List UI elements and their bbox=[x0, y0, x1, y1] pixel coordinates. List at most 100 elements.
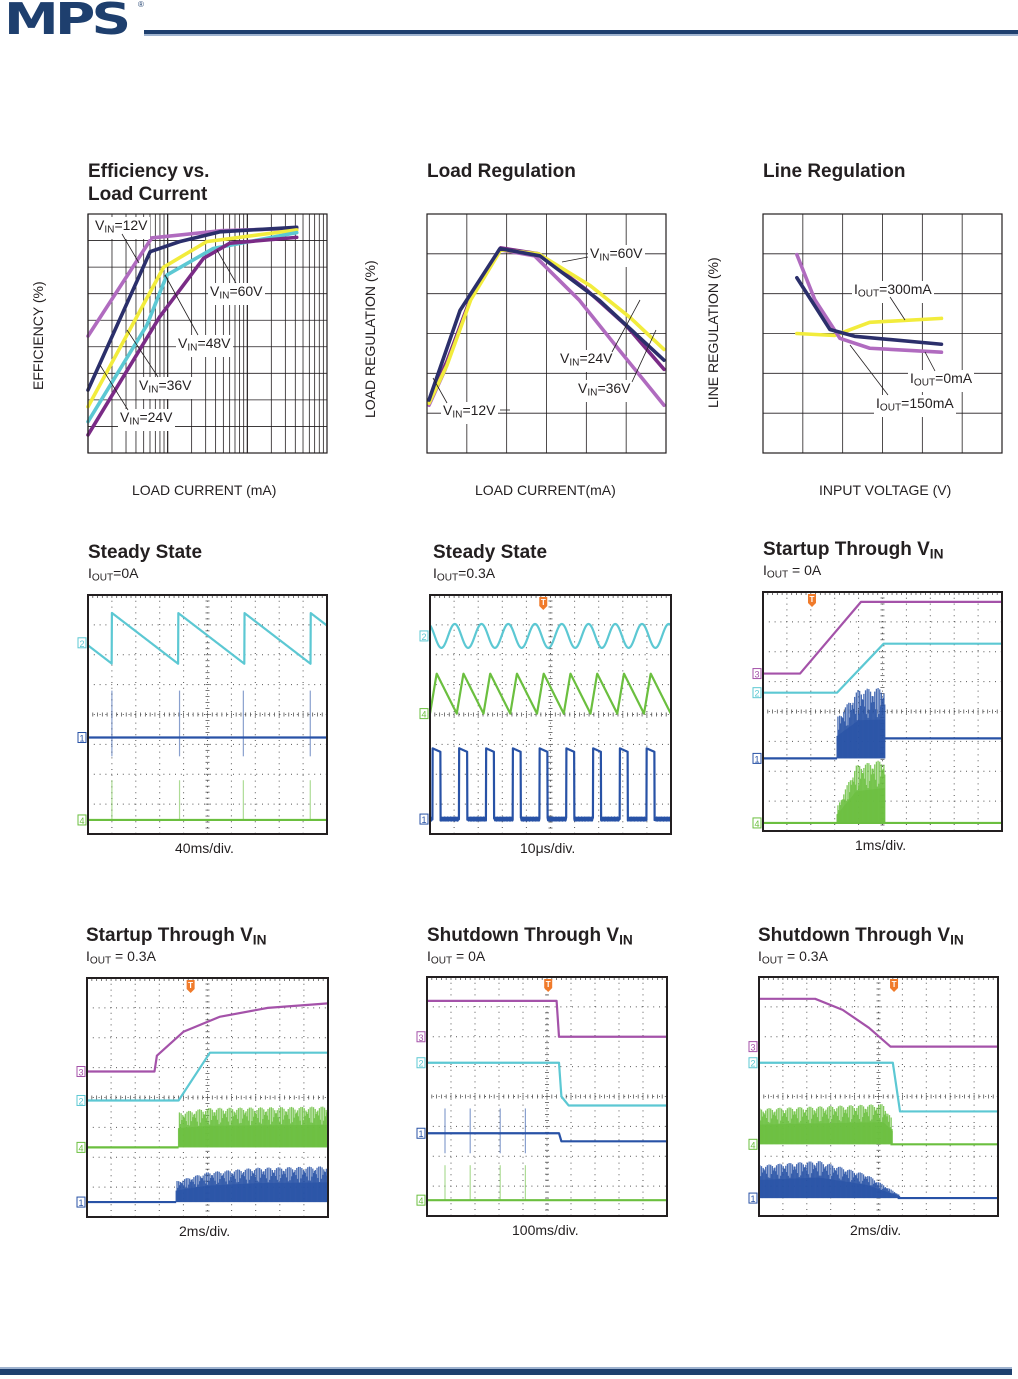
series-line-vin-48v bbox=[86, 228, 299, 409]
burst-fill bbox=[176, 1182, 328, 1203]
curve-label-main: V bbox=[210, 283, 220, 299]
channel-number: 1 bbox=[79, 734, 84, 744]
scope-frame bbox=[426, 976, 668, 1217]
scope-subtitle-rest: =0.3A bbox=[458, 565, 496, 581]
channel-marker-box bbox=[419, 708, 429, 720]
scope-frame bbox=[429, 594, 672, 835]
curve-label-main: I bbox=[876, 395, 880, 411]
channel-number: 2 bbox=[421, 632, 426, 642]
curve-label: IOUT=300mA bbox=[852, 281, 934, 303]
channel-number: 2 bbox=[750, 1059, 755, 1069]
channel-4-trace bbox=[763, 760, 1002, 825]
series-line-vin-24v bbox=[86, 235, 299, 437]
trigger-label: T bbox=[892, 980, 897, 989]
grid bbox=[427, 214, 666, 453]
curve-label-main: V bbox=[560, 350, 570, 366]
channel-number: 4 bbox=[754, 819, 759, 829]
curve-label-main: V bbox=[139, 377, 149, 393]
channel-4-trace bbox=[87, 1106, 329, 1149]
channel-4-marker: 4 bbox=[416, 1194, 426, 1206]
scope-subtitle-rest: = 0A bbox=[452, 948, 486, 964]
timebase-label: 2ms/div. bbox=[179, 1223, 231, 1239]
trace-line bbox=[87, 1002, 329, 1073]
trace-line bbox=[427, 1132, 667, 1143]
channel-marker-box bbox=[748, 1192, 758, 1204]
leader-line bbox=[121, 233, 140, 264]
curve-label-rest: =300mA bbox=[879, 281, 932, 297]
trigger-icon bbox=[539, 597, 548, 610]
channel-number: 2 bbox=[78, 1096, 83, 1106]
scope-title-main: Startup Through V bbox=[763, 539, 930, 560]
curve-label-sub: IN bbox=[599, 252, 610, 264]
leader-line bbox=[611, 299, 641, 353]
scope-subtitle-sub: OUT bbox=[761, 955, 784, 967]
channel-3-trace bbox=[427, 999, 667, 1038]
channel-1-trace bbox=[88, 690, 327, 757]
leader-line bbox=[216, 249, 237, 284]
series-line-vin-60v bbox=[86, 225, 299, 392]
channel-number: 1 bbox=[750, 1194, 755, 1204]
curve-label: VIN=60V bbox=[588, 245, 645, 267]
footer-rule bbox=[0, 1369, 1012, 1375]
scope-subtitle: IOUT=0A bbox=[88, 565, 138, 584]
trace-line bbox=[87, 611, 328, 665]
channel-marker-box bbox=[748, 1057, 758, 1069]
curve-label-rest: =0mA bbox=[935, 370, 973, 386]
trace-line bbox=[763, 600, 1002, 675]
channel-number: 1 bbox=[754, 754, 759, 764]
channel-3-marker: 3 bbox=[748, 1041, 758, 1053]
scope-frame bbox=[86, 977, 329, 1218]
curve-label-rest: =60V bbox=[609, 245, 643, 261]
curve-label: VIN=24V bbox=[118, 409, 175, 431]
line-regulation-title: Line Regulation bbox=[763, 161, 906, 182]
curve-label-sub: IN bbox=[569, 357, 580, 369]
trigger-marker: T bbox=[186, 980, 195, 993]
curve-label-sub: IN bbox=[452, 409, 463, 421]
channel-2-trace bbox=[429, 622, 672, 649]
scope-subtitle-rest: = 0.3A bbox=[783, 948, 828, 964]
channel-marker-box bbox=[752, 687, 762, 699]
series-line-iout-300ma bbox=[795, 316, 944, 338]
timebase-label: 40ms/div. bbox=[175, 840, 234, 856]
series-line-vin-60v bbox=[427, 246, 666, 402]
scope-frame bbox=[762, 591, 1003, 832]
channel-4-marker: 4 bbox=[419, 708, 429, 720]
trigger-icon bbox=[544, 979, 553, 992]
scope-subtitle-rest: = 0.3A bbox=[111, 948, 156, 964]
channel-marker-box bbox=[419, 813, 429, 825]
channel-2-trace bbox=[87, 1051, 328, 1102]
channel-2-trace bbox=[759, 1061, 998, 1113]
curve-label-main: V bbox=[178, 335, 188, 351]
scope-grid bbox=[429, 594, 672, 835]
channel-marker-box bbox=[77, 637, 87, 649]
timebase-label: 100ms/div. bbox=[512, 1222, 579, 1238]
efficiency-title-line2: Load Current bbox=[88, 184, 208, 205]
curve-label-main: V bbox=[95, 217, 105, 233]
label-leader-lines bbox=[99, 233, 936, 411]
trigger-marker: T bbox=[890, 979, 899, 992]
channel-2-marker: 2 bbox=[76, 1094, 86, 1106]
channel-number: 2 bbox=[79, 639, 84, 649]
channel-4-trace bbox=[427, 1165, 667, 1202]
scope-title-sub: IN bbox=[929, 546, 944, 562]
scope-subtitle-rest: = 0A bbox=[788, 562, 822, 578]
trigger-marker: T bbox=[544, 979, 553, 992]
scope-subtitle: IOUT = 0A bbox=[427, 948, 485, 967]
scope-grid bbox=[87, 594, 328, 835]
scope-subtitle-sub: OUT bbox=[91, 572, 114, 584]
efficiency-title: Efficiency vs. Load Current bbox=[88, 160, 209, 206]
scope-subtitle-main: I bbox=[433, 565, 437, 581]
channel-number: 1 bbox=[421, 815, 426, 825]
scope-subtitle: IOUT = 0.3A bbox=[86, 948, 156, 967]
channel-3-trace bbox=[87, 1002, 329, 1073]
timebase-label: 1ms/div. bbox=[855, 837, 907, 853]
scope-subtitle-main: I bbox=[86, 948, 90, 964]
channel-1-trace bbox=[763, 688, 1002, 760]
channel-number: 3 bbox=[754, 670, 759, 680]
scope-shutdown-03a: 3 2 4 1 T bbox=[748, 976, 999, 1217]
curve-label-sub: IN bbox=[187, 342, 198, 354]
scope-title-main: Shutdown Through V bbox=[427, 925, 620, 946]
channel-number: 4 bbox=[750, 1140, 755, 1150]
scope-subtitle-main: I bbox=[763, 562, 767, 578]
channel-number: 3 bbox=[78, 1068, 83, 1078]
